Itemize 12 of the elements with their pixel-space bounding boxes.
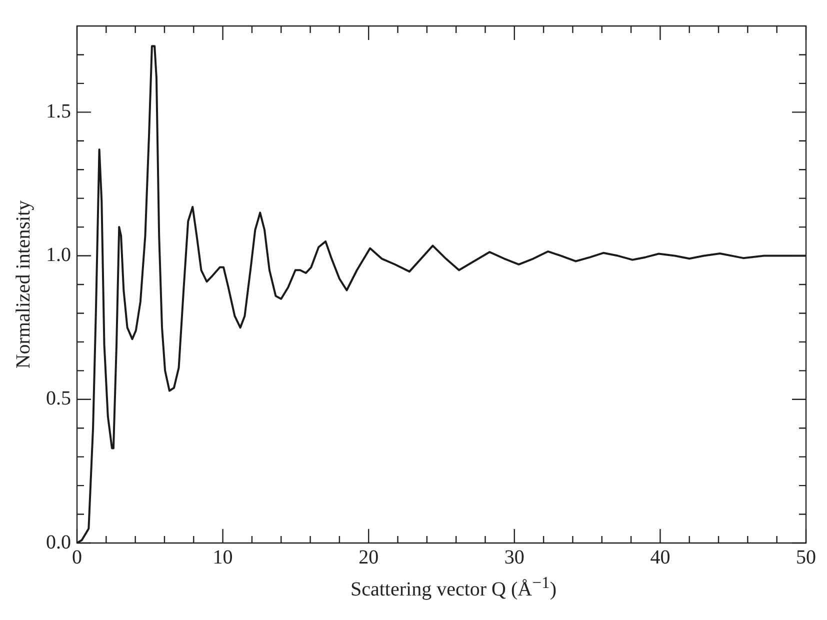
y-axis-title: Normalized intensity — [12, 200, 34, 369]
x-tick-label: 30 — [504, 546, 524, 568]
x-tick-label: 40 — [650, 546, 670, 568]
y-tick-label: 0.0 — [46, 531, 71, 554]
y-tick-label: 1.5 — [46, 100, 71, 122]
x-axis-title: Scattering vector Q (Å$^{−1}$) — [349, 573, 558, 602]
x-tick-label: 10 — [212, 546, 233, 568]
x-tick-label: 20 — [358, 546, 379, 568]
y-tick-label: 0.5 — [46, 388, 71, 410]
y-tick-label: 1.0 — [46, 244, 71, 266]
x-tick-label: 50 — [796, 546, 816, 568]
x-tick-label: 0 — [72, 546, 82, 568]
